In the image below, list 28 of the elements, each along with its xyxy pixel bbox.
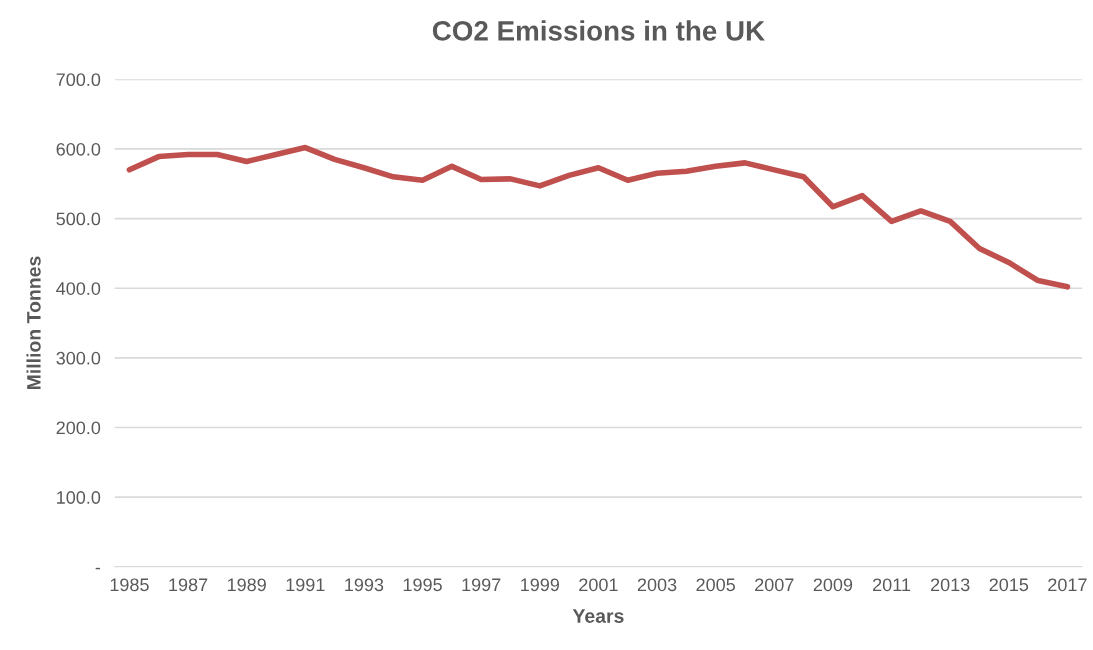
y-tick-label: -	[95, 567, 101, 570]
x-axis-title: Years	[572, 609, 624, 623]
chart-title: CO2 Emissions in the UK	[432, 20, 765, 41]
y-tick-label: 500.0	[56, 212, 101, 226]
x-tick-label: 1991	[286, 578, 325, 592]
y-tick-label: 100.0	[57, 491, 101, 504]
x-tick-label: 1997	[462, 578, 501, 592]
x-tick-label: 2009	[813, 578, 853, 592]
x-tick-label: 2017	[1048, 578, 1087, 592]
x-tick-label: 1987	[169, 578, 208, 592]
x-tick-label: 2005	[696, 578, 735, 592]
x-tick-label: 1999	[521, 578, 560, 592]
y-tick-label: 600.0	[56, 142, 101, 156]
x-tick-label: 1995	[403, 578, 442, 592]
x-tick-label: 2007	[755, 578, 794, 592]
x-tick-label: 1985	[110, 578, 149, 592]
x-tick-label: 2015	[989, 578, 1029, 592]
x-tick-label: 2003	[637, 578, 677, 592]
y-axis-title: Million Tonnes	[26, 256, 41, 390]
x-tick-label: 2011	[873, 578, 911, 592]
y-tick-label: 700.0	[56, 73, 101, 87]
x-tick-label: 2013	[930, 578, 970, 592]
y-tick-label: 400.0	[56, 282, 101, 295]
x-tick-label: 2001	[579, 578, 618, 592]
y-tick-label: 200.0	[56, 421, 101, 435]
x-tick-label: 1989	[227, 578, 266, 592]
y-tick-label: 300.0	[56, 351, 101, 365]
x-tick-label: 1993	[345, 578, 384, 592]
